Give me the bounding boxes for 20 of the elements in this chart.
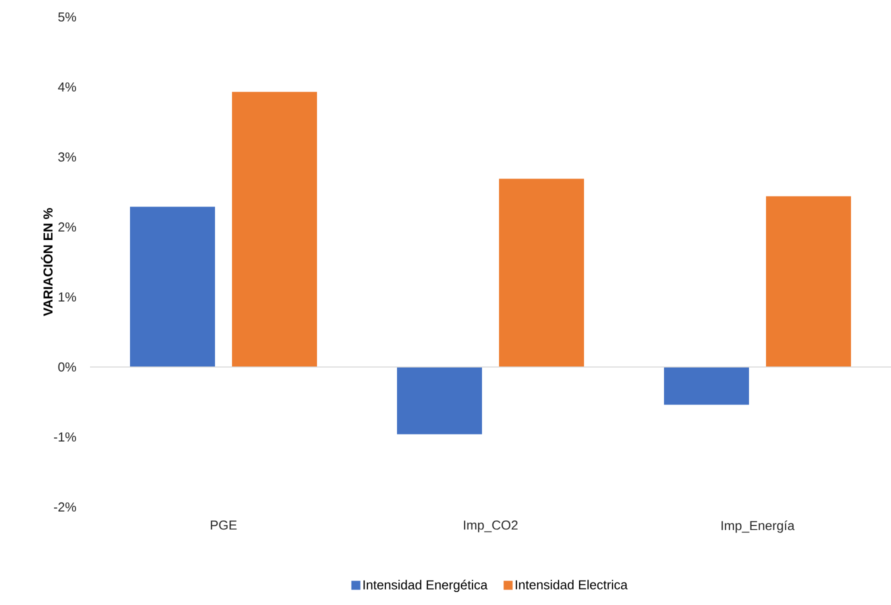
bar (232, 92, 318, 367)
x-tick-label: Imp_CO2 (464, 520, 518, 532)
y-tick-label: 4% (58, 82, 76, 92)
bar (397, 366, 482, 434)
y-axis-title: VARIACIÓN EN % (41, 208, 53, 316)
bar (130, 206, 216, 367)
bar (499, 178, 584, 367)
legend-label: Intensidad Energética (364, 580, 488, 592)
bar (664, 366, 750, 405)
bar (766, 196, 852, 367)
y-tick-label: -1% (54, 432, 76, 442)
y-tick-label: -2% (54, 502, 76, 512)
x-tick-label: PGE (210, 520, 237, 530)
y-tick-label: 5% (58, 12, 76, 22)
y-tick-label: 3% (58, 152, 76, 162)
y-tick-label: 2% (58, 222, 76, 232)
legend-label: Intensidad Electrica (516, 580, 628, 590)
y-tick-label: 0% (58, 362, 76, 372)
x-tick-label: Imp_Energía (722, 520, 795, 533)
y-tick-label: 1% (58, 292, 76, 302)
